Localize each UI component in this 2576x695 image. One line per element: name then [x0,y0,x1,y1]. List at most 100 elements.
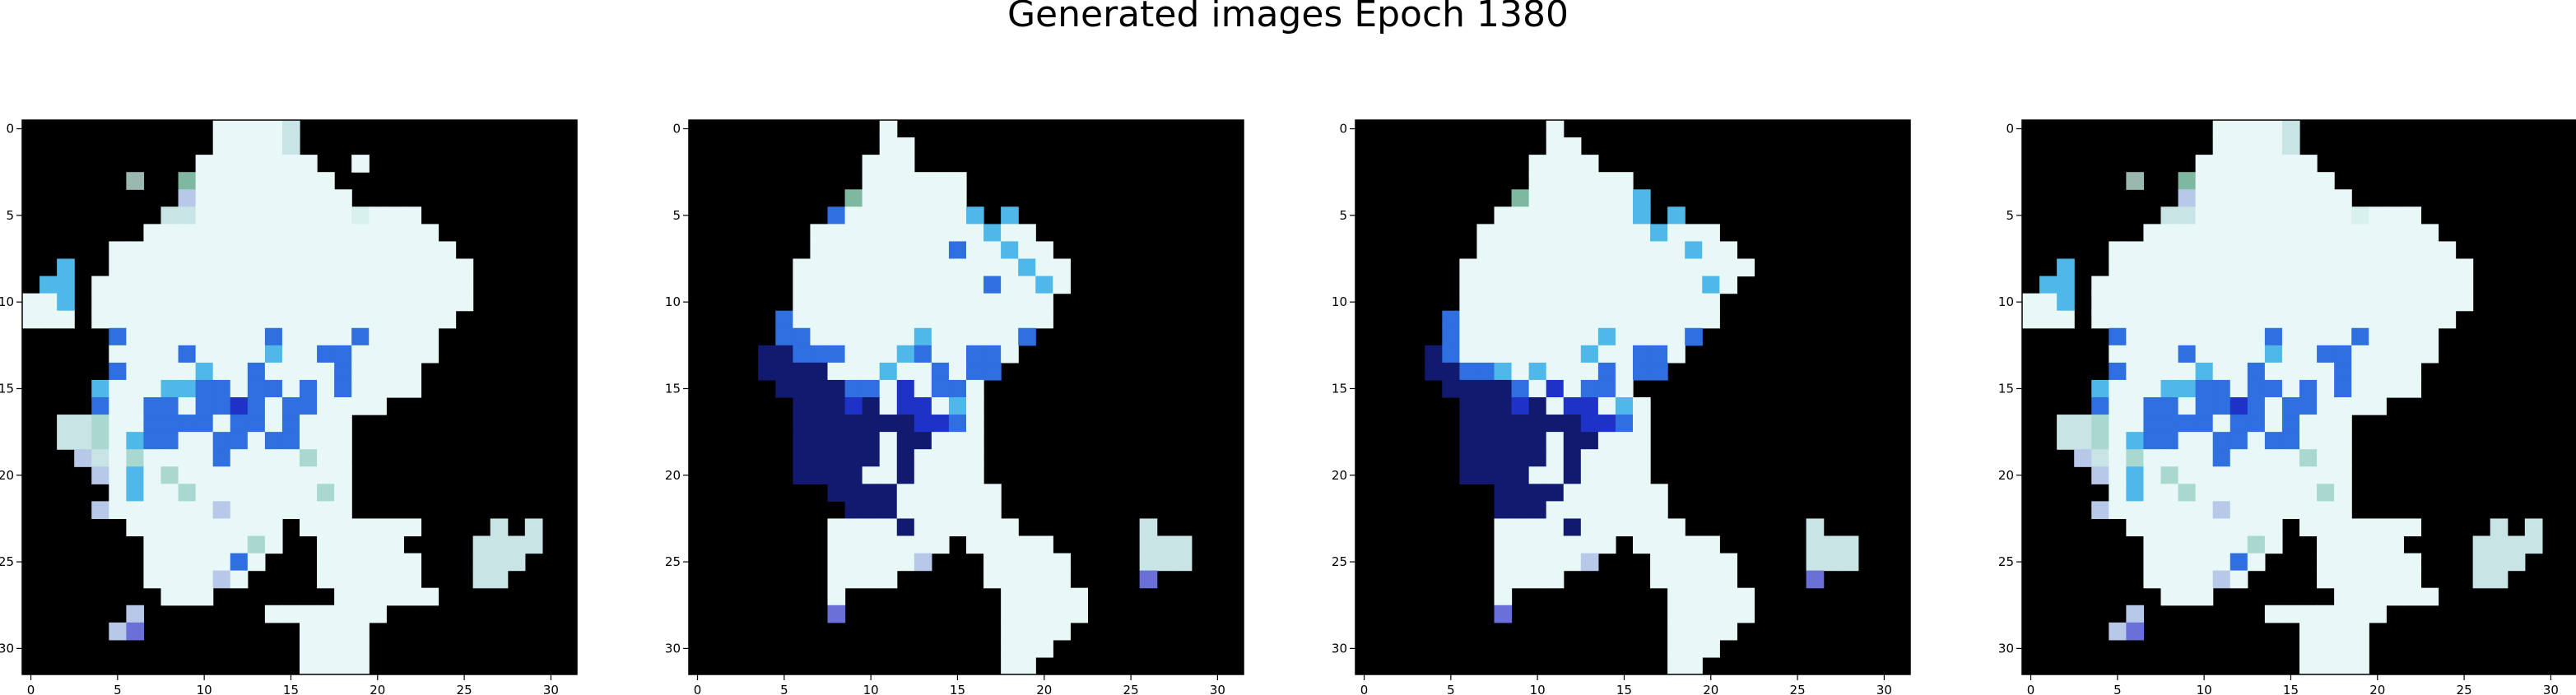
pixel [948,310,967,329]
pixel [1580,466,1599,484]
pixel [2299,639,2318,658]
pixel [879,189,898,207]
pixel [2195,432,2214,450]
pixel [1001,518,1019,537]
pixel [1580,293,1599,312]
pixel [966,449,984,467]
pixel [351,206,370,225]
pixel [2109,397,2127,415]
pixel [403,345,422,364]
pixel [2438,310,2457,329]
pixel [931,189,950,207]
pixel [1476,432,1495,450]
pixel [2247,397,2266,415]
pixel [2281,327,2300,346]
pixel [879,484,898,502]
pixel [2160,553,2179,572]
pixel [421,310,439,329]
pixel [1546,501,1565,520]
pixel [1459,432,1478,450]
pixel [247,362,266,381]
pixel [2438,276,2457,294]
pixel [1546,362,1565,381]
pixel [351,241,370,260]
pixel [317,415,335,433]
pixel [2109,449,2127,467]
pixel [2195,189,2214,207]
pixel [57,432,75,450]
pixel [1001,258,1019,277]
pixel [1597,362,1616,381]
pixel [2455,276,2474,294]
pixel [1070,605,1089,623]
pixel [212,484,231,502]
x-tick-label: 5 [1447,683,1455,695]
pixel [455,293,474,312]
pixel [2472,570,2491,589]
pixel [1615,397,1634,415]
pixel [1615,276,1634,294]
pixel [300,379,318,398]
pixel [281,293,300,312]
pixel [2369,553,2387,572]
pixel [22,293,40,312]
pixel [2126,622,2145,641]
pixel [1528,206,1547,225]
pixel [195,484,214,502]
y-tick-label: 20 [665,468,681,483]
pixel [2386,327,2404,346]
pixel [810,293,829,312]
pixel [126,432,145,450]
pixel [281,137,300,155]
pixel [2334,587,2352,606]
pixel [2386,379,2404,398]
pixel [844,276,863,294]
pixel [2403,379,2422,398]
pixel [1633,310,1651,329]
pixel [896,535,915,554]
pixel [2490,518,2509,537]
pixel [2386,362,2404,381]
pixel [1511,466,1530,484]
pixel [1667,327,1686,346]
pixel [1650,241,1668,260]
pixel [2178,484,2197,502]
pixel [2195,466,2214,484]
pixel [1156,553,1175,572]
pixel [1528,155,1547,173]
pixel [1650,310,1668,329]
pixel [1650,224,1668,243]
pixel [2057,258,2075,277]
pixel [2420,241,2439,260]
pixel [281,155,300,173]
pixel [1615,466,1634,484]
pixel [983,345,1002,364]
pixel [2230,345,2248,364]
pixel [195,258,214,277]
pixel [914,535,932,554]
pixel [1633,484,1651,502]
pixel [2281,120,2300,138]
pixel [212,310,231,329]
pixel [2212,570,2231,589]
pixel [983,293,1002,312]
pixel [2299,276,2318,294]
pixel [369,224,387,243]
pixel [160,327,179,346]
pixel [2195,172,2214,190]
pixel [2109,501,2127,520]
pixel [2230,379,2248,398]
pixel [2178,397,2197,415]
pixel [91,415,109,433]
pixel [931,415,950,433]
pixel [57,258,75,277]
pixel [178,241,197,260]
pixel [2264,432,2283,450]
pixel [91,379,109,398]
pixel [403,241,422,260]
pixel [2195,327,2214,346]
pixel [160,432,179,450]
x-tick-label: 10 [197,683,212,695]
y-tick-label: 0 [1339,122,1347,137]
pixel [2369,397,2387,415]
